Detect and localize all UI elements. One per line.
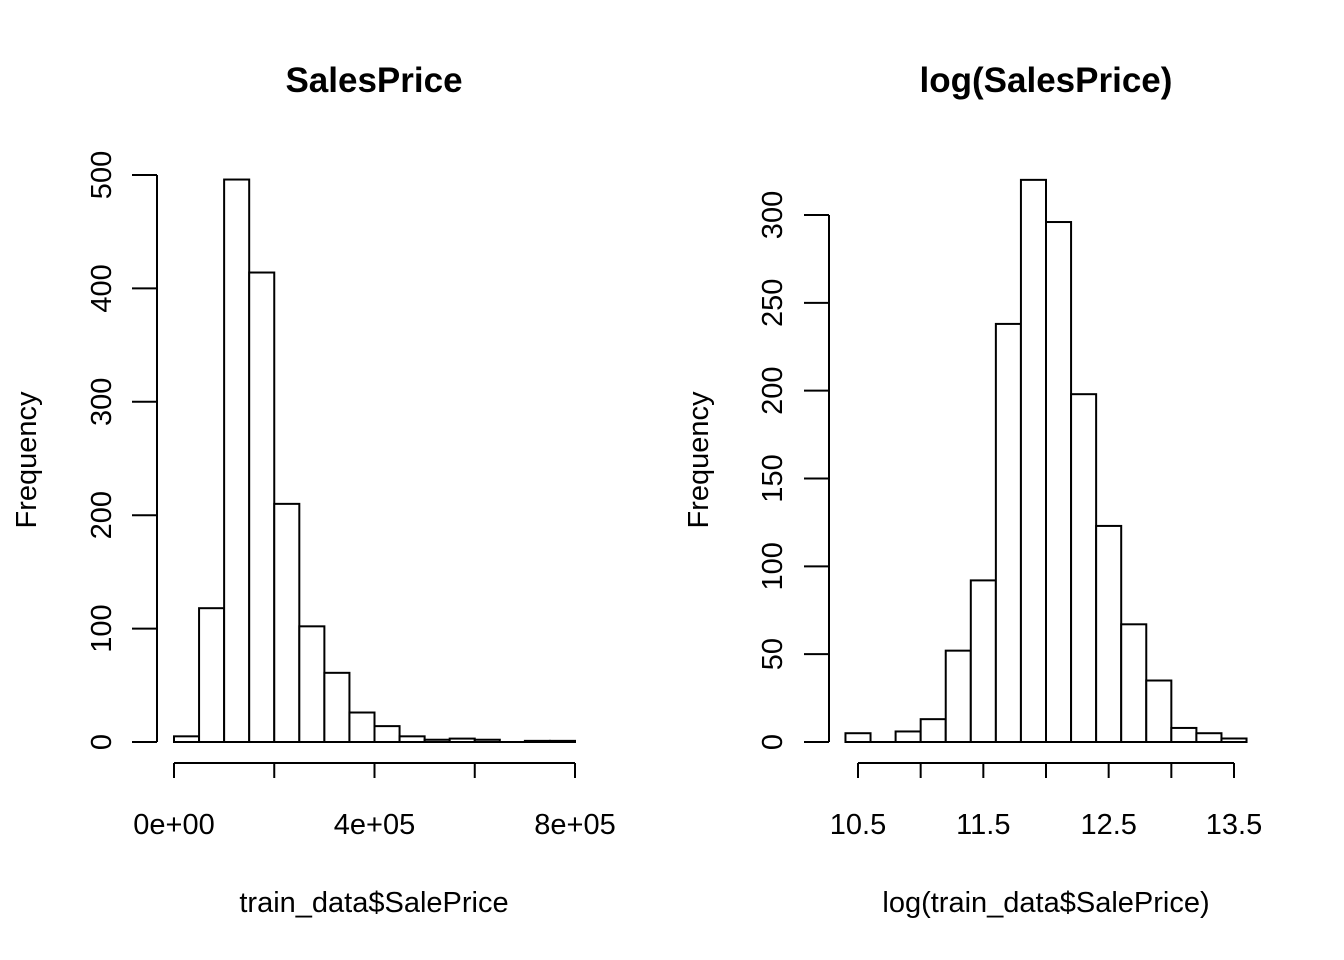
histogram-bar [423, 738, 451, 743]
y-tick-label: 200 [86, 491, 118, 539]
histogram-bar [994, 322, 1022, 743]
x-axis-label: train_data$SalePrice [239, 887, 508, 919]
y-tick-label: 300 [86, 378, 118, 426]
x-tick-label: 10.5 [830, 809, 886, 841]
y-tick-label: 50 [757, 638, 789, 670]
x-tick-label: 13.5 [1206, 809, 1262, 841]
histogram-bar [223, 178, 251, 743]
y-tick-label: 100 [757, 542, 789, 590]
histogram-bar [944, 649, 972, 743]
histogram-bar [248, 271, 276, 743]
bars-group [173, 178, 576, 744]
chart-title: SalesPrice [285, 61, 462, 100]
x-tick-label: 8e+05 [534, 809, 615, 841]
histogram-bar [1120, 623, 1148, 744]
histogram-bar [1195, 732, 1223, 744]
y-tick-label: 400 [86, 264, 118, 312]
histogram-bar [894, 730, 922, 744]
y-axis-label: Frequency [683, 391, 715, 529]
histogram-bar [173, 735, 201, 744]
histogram-bar [398, 735, 426, 744]
histogram-bar [323, 671, 351, 743]
y-axis: 0 50 100 150 200 250 300 [757, 191, 830, 750]
x-tick-label: 0e+00 [133, 809, 214, 841]
histogram-bar [348, 711, 376, 743]
chart-title: log(SalesPrice) [920, 61, 1173, 100]
histogram-bar [548, 739, 576, 744]
histogram-bar [198, 607, 226, 743]
histogram-bar [473, 738, 501, 743]
x-tick-label: 12.5 [1080, 809, 1136, 841]
histogram-bar [1220, 737, 1248, 744]
x-tick-label: 11.5 [956, 809, 1010, 841]
y-axis-label: Frequency [11, 391, 43, 529]
x-axis: 0e+00 4e+05 8e+05 [133, 762, 616, 841]
histogram-bar [1045, 221, 1073, 743]
histogram-bar [448, 737, 476, 744]
histogram-bar [523, 739, 551, 744]
y-tick-label: 250 [757, 279, 789, 327]
histogram-bar [1170, 726, 1198, 743]
x-tick-label: 4e+05 [334, 809, 415, 841]
y-tick-label: 0 [86, 734, 118, 750]
histogram-bar [919, 718, 947, 743]
y-tick-label: 200 [757, 366, 789, 414]
histogram-bar [1145, 679, 1173, 743]
histogram-panel-sales-price: SalesPrice train_data$SalePrice Frequenc… [11, 61, 616, 919]
y-tick-label: 0 [757, 734, 789, 750]
x-axis: 10.5 11.5 12.5 13.5 [830, 762, 1262, 841]
y-tick-label: 100 [86, 604, 118, 652]
histogram-bar [844, 732, 872, 744]
y-tick-label: 300 [757, 191, 789, 239]
bars-group [844, 178, 1248, 744]
histogram-bar [1019, 178, 1048, 744]
histogram-panel-log-sales-price: log(SalesPrice) log(train_data$SalePrice… [683, 61, 1262, 919]
x-axis-label: log(train_data$SalePrice) [882, 887, 1209, 919]
y-tick-label: 150 [757, 454, 789, 502]
histogram-bar [1070, 393, 1098, 743]
histogram-bar [969, 579, 997, 743]
histogram-bar [373, 725, 401, 744]
y-axis: 0 100 200 300 400 500 [86, 151, 158, 750]
histogram-bar [1095, 524, 1123, 743]
histogram-bar [273, 502, 301, 743]
histogram-bar [298, 625, 326, 743]
y-tick-label: 500 [86, 151, 118, 199]
